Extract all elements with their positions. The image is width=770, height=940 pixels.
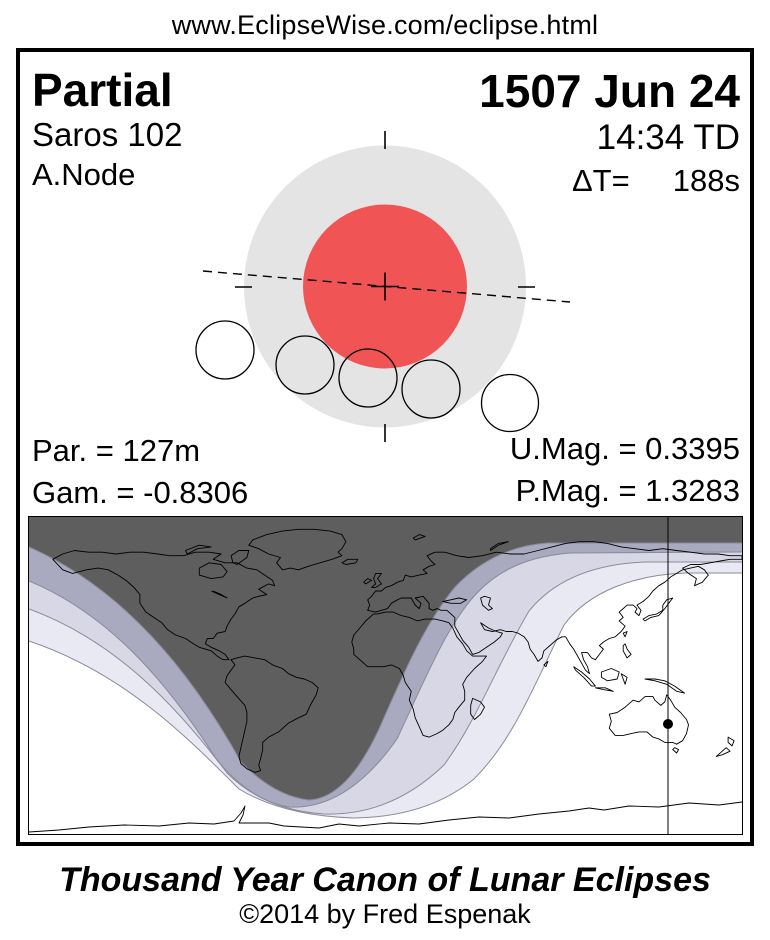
contact-boundary-lines (29, 542, 742, 819)
coastline (490, 541, 509, 551)
visibility-map-svg (29, 517, 742, 834)
canon-title: Thousand Year Canon of Lunar Eclipses (59, 861, 711, 899)
coastline (230, 550, 250, 565)
contact-line-p1 (29, 542, 742, 801)
map-zone-eclipse-not-visible (29, 517, 742, 800)
contact-line-u1 (29, 551, 742, 808)
node-label: A.Node (32, 157, 136, 192)
gamma-value: Gam. = -0.8306 (32, 475, 249, 510)
coastline (543, 660, 549, 668)
coastline (412, 534, 426, 541)
saros-label: Saros 102 (32, 116, 183, 153)
coastline (672, 747, 680, 754)
par-value: Par. = 127m (32, 433, 201, 468)
coastline (248, 528, 347, 571)
coastline (52, 550, 276, 661)
coastline (715, 747, 731, 757)
copyright-line: ©2014 by Fred Espenak (239, 899, 531, 929)
coastline-antarctica (29, 801, 742, 833)
coastline (211, 590, 228, 599)
eclipse-card: Partial Saros 102 A.Node 1507 Jun 24 14:… (16, 48, 754, 846)
coastline (600, 668, 620, 682)
delta-t-value: ΔT= 188s (571, 163, 740, 198)
coastline (608, 694, 689, 745)
coastline (224, 655, 319, 773)
coastline (371, 572, 382, 588)
coastlines-group (29, 528, 742, 833)
coastline (594, 687, 614, 692)
coastline (480, 595, 493, 611)
coastline (442, 597, 468, 604)
coastline (470, 697, 485, 720)
umbral-magnitude-value: U.Mag. = 0.3395 (509, 431, 740, 466)
coastline (622, 643, 632, 659)
coastline (573, 666, 596, 687)
coastline (341, 558, 359, 565)
sublunar-point-dot (663, 719, 673, 729)
coastline (727, 736, 735, 747)
coastline (644, 678, 686, 694)
source-url: www.EclipseWise.com/eclipse.html (171, 10, 599, 40)
coastline (367, 541, 742, 675)
eclipse-date: 1507 Jun 24 (479, 65, 740, 117)
visibility-map (28, 516, 743, 835)
eclipse-type-label: Partial (32, 64, 173, 116)
coastline (198, 562, 228, 580)
coastline (185, 544, 212, 555)
penumbral-magnitude-value: P.Mag. = 1.3283 (515, 473, 740, 508)
contact-line-p4 (29, 572, 742, 819)
contact-line-u4 (29, 561, 742, 815)
coastline (622, 631, 628, 638)
coastline (351, 611, 487, 738)
coastline (642, 597, 674, 622)
coastline (620, 673, 628, 685)
eclipse-time: 14:34 TD (596, 118, 740, 157)
coastline (363, 578, 373, 585)
